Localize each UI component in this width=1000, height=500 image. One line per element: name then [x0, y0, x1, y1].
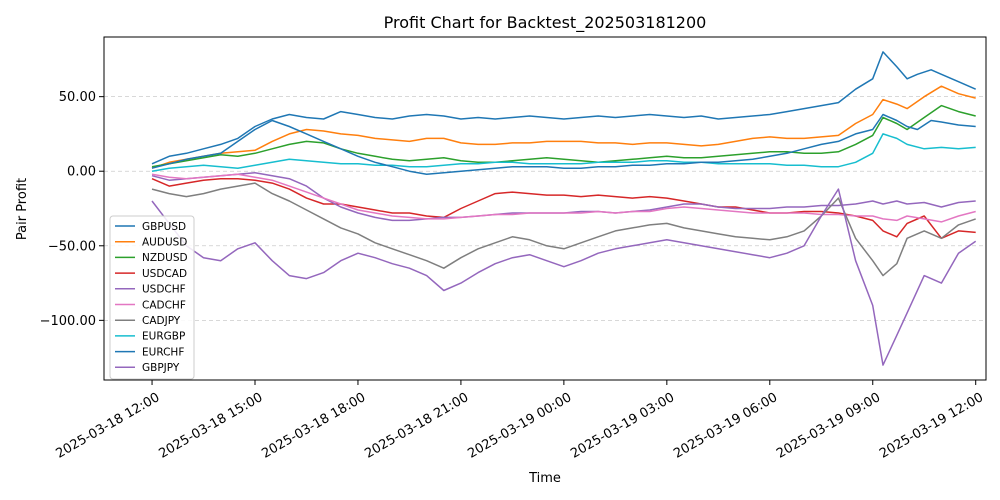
y-tick-label-1: 0.00 — [67, 165, 96, 180]
series-line-gbpjpy — [151, 188, 977, 366]
legend-label-usdcad: USDCAD — [142, 268, 187, 280]
series-lines — [151, 51, 977, 366]
legend-label-gbpusd: GBPUSD — [142, 221, 186, 233]
legend-label-eurgbp: EURGBP — [142, 331, 185, 343]
legend-label-usdchf: USDCHF — [142, 284, 186, 296]
y-axis-title: Pair Profit — [15, 178, 30, 240]
y-tick-label-2: −50.00 — [48, 239, 96, 254]
legend: GBPUSD AUDUSD NZDUSD USDCAD USDCHF CADCHF CADJ… — [109, 215, 195, 380]
y-axis: 50.00 0.00 −50.00 −100.00 — [40, 90, 104, 329]
series-line-eurchf — [151, 113, 976, 175]
plot-frame — [103, 36, 987, 381]
series-line-cadchf — [151, 173, 976, 223]
legend-label-eurchf: EURCHF — [142, 346, 184, 358]
chart-title: Profit Chart for Backtest_202503181200 — [384, 13, 707, 33]
series-line-gbpusd — [151, 51, 976, 165]
series-line-nzdusd — [151, 104, 976, 168]
legend-label-nzdusd: NZDUSD — [142, 252, 188, 264]
legend-label-cadjpy: CADJPY — [142, 315, 181, 327]
y-tick-label-3: −100.00 — [40, 314, 96, 329]
legend-label-audusd: AUDUSD — [142, 237, 187, 249]
series-line-cadjpy — [151, 182, 976, 277]
y-tick-label-0: 50.00 — [59, 90, 96, 105]
legend-label-gbpjpy: GBPJPY — [142, 362, 180, 374]
x-axis-title: Time — [528, 471, 561, 486]
series-line-audusd — [151, 85, 976, 169]
series-line-eurgbp — [151, 133, 976, 172]
legend-label-cadchf: CADCHF — [142, 299, 186, 311]
